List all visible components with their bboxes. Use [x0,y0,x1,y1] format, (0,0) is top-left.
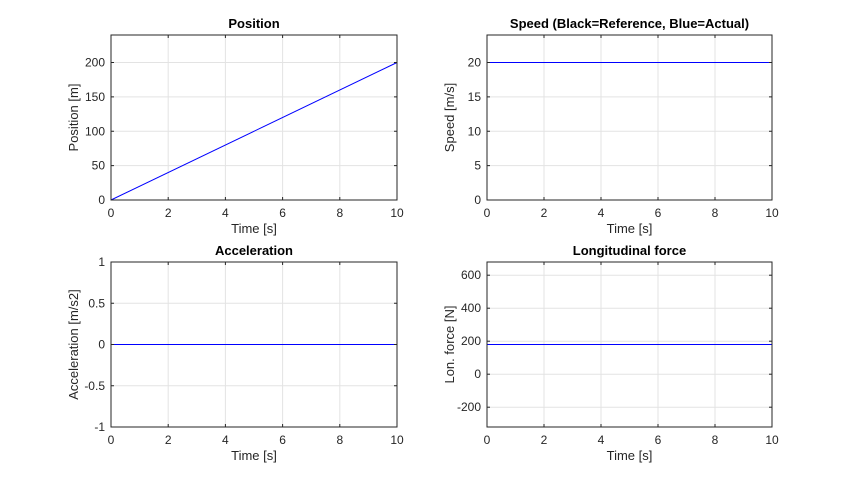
chart-title: Acceleration [215,243,293,258]
chart-title: Position [228,16,279,31]
x-tick-label: 2 [165,206,172,220]
x-axis-label: Time [s] [607,448,653,463]
x-tick-label: 6 [655,433,662,447]
x-tick-label: 6 [655,206,662,220]
x-tick-label: 0 [484,433,491,447]
series-line-1 [110,62,398,201]
y-tick-label: 600 [461,268,481,282]
axes-box [110,34,398,201]
x-tick-label: 6 [279,206,286,220]
y-tick-label: 200 [461,334,481,348]
x-tick-label: 2 [541,206,548,220]
x-tick-label: 10 [765,206,779,220]
y-tick-label: 200 [85,56,105,70]
chart-title: Longitudinal force [573,243,686,258]
x-tick-label: 4 [222,206,229,220]
y-tick-label: 50 [92,159,106,173]
y-tick-label: 100 [85,124,105,138]
y-tick-label: 0 [474,367,481,381]
subplot-speed: 0 2 4 6 8 10 0 5 10 15 20 Speed (Black=Reference, B… [442,16,779,236]
y-tick-label: 20 [468,56,482,70]
y-axis-label: Lon. force [N] [442,305,457,383]
axes-box [486,261,773,428]
y-tick-label: 5 [474,159,481,173]
y-tick-label: 0 [98,193,105,207]
x-axis-label: Time [s] [231,448,277,463]
x-tick-label: 0 [108,206,115,220]
x-tick-label: 10 [765,433,779,447]
x-tick-label: 8 [712,206,719,220]
x-tick-label: 4 [598,433,605,447]
x-tick-label: 8 [336,206,343,220]
x-tick-label: 10 [390,206,404,220]
y-tick-label: 0.5 [88,296,105,310]
x-axis-label: Time [s] [231,221,277,236]
chart-title: Speed (Black=Reference, Blue=Actual) [510,16,749,31]
subplot-longitudinal-force: 0 2 4 6 8 10 -200 0 200 400 600 Longitudinal force T… [442,243,779,463]
x-tick-label: 2 [165,433,172,447]
y-tick-label: -200 [457,400,481,414]
plot-area [487,35,772,200]
x-tick-label: 10 [390,433,404,447]
y-axis-label: Position [m] [66,84,81,152]
subplot-acceleration: 0 2 4 6 8 10 -1 -0.5 0 0.5 1 Acceleration Time [s] Ac… [66,243,404,463]
y-axis-label: Speed [m/s] [442,83,457,152]
x-tick-label: 6 [279,433,286,447]
y-tick-label: 0 [98,338,105,352]
y-tick-label: 15 [468,90,482,104]
x-tick-label: 4 [222,433,229,447]
y-tick-label: 0 [474,193,481,207]
x-tick-label: 0 [484,206,491,220]
x-tick-label: 8 [712,433,719,447]
x-axis-label: Time [s] [607,221,653,236]
y-tick-label: 1 [98,255,105,269]
y-tick-label: 400 [461,301,481,315]
y-axis-label: Acceleration [m/s2] [66,289,81,400]
x-tick-label: 2 [541,433,548,447]
axes-box [486,34,773,201]
y-tick-label: -1 [94,420,105,434]
x-tick-label: 8 [336,433,343,447]
y-tick-label: 10 [468,124,482,138]
plot-area [111,35,397,200]
y-tick-label: -0.5 [84,379,105,393]
x-tick-label: 0 [108,433,115,447]
x-tick-label: 4 [598,206,605,220]
y-tick-label: 150 [85,90,105,104]
